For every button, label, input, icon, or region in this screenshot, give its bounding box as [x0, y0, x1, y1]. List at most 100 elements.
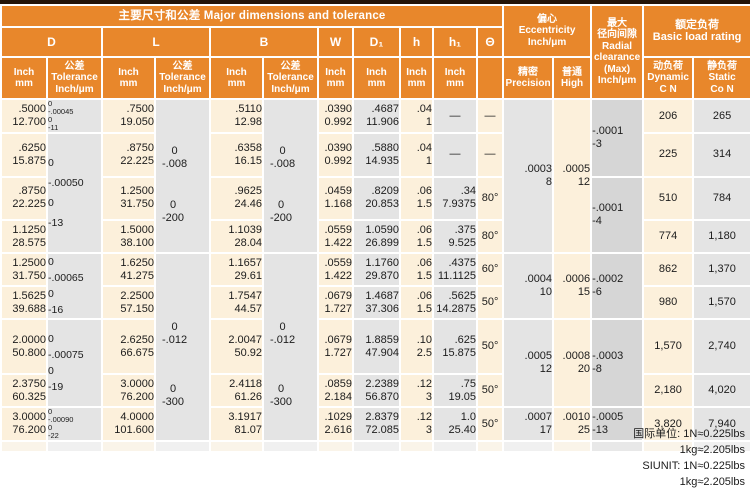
note-line: 国际单位: 1N≈0.225lbs [633, 428, 745, 440]
w-value: .0390 0.992 [317, 132, 354, 178]
unit-conversion-notes: 国际单位: 1N≈0.225lbs 1kg≈2.205lbs SIUNIT: 1… [633, 426, 745, 490]
d-value: .5000 12.700 [0, 98, 48, 134]
eccentricity-precision-value: .0007 17 [502, 406, 555, 442]
table-row: 1.1250 28.575 1.5000 38.100 1.1039 28.04… [0, 219, 750, 254]
table-row: 2.3750 60.325 3.0000 76.200 2.4118 61.26… [0, 373, 750, 408]
static-load-value: 4,020 [692, 373, 750, 408]
header-d1-inch-mm: Inch mm [352, 56, 401, 100]
spacer-row [0, 440, 750, 453]
eccentricity-high-value: .0008 20 [552, 318, 593, 408]
static-load-value: 784 [692, 175, 750, 221]
dynamic-load-value: 980 [642, 285, 695, 320]
static-load-value: 2,740 [692, 318, 750, 375]
header-eccentricity: 偏心 Eccentricity Inch/μm [502, 4, 593, 58]
theta-value: 80° [475, 175, 505, 221]
h-value: .04 1 [399, 132, 434, 178]
l-tolerance-inch: 0 -.012 [162, 321, 188, 346]
b-tolerance-inch: 0 -.008 [270, 145, 296, 170]
h-value: .06 1.5 [399, 252, 434, 287]
spacer-cell [209, 440, 264, 453]
d-tolerance: 0 -.00045 0 -11 [46, 98, 103, 134]
dynamic-load-value: 225 [642, 132, 695, 178]
theta-value: 80° [475, 219, 505, 254]
d-value: 1.1250 28.575 [0, 219, 48, 254]
spacer-cell [552, 440, 593, 453]
header-col-h: h [399, 26, 434, 58]
radial-clearance-value: -.0002 -6 [590, 252, 645, 320]
header-l-tolerance: 公差 Tolerance Inch/μm [154, 56, 211, 100]
header-row-3: Inch mm 公差 Tolerance Inch/μm Inch mm 公差 … [0, 56, 750, 100]
header-col-l: L [101, 26, 211, 58]
b-tolerance-um: 0 -200 [270, 199, 293, 224]
note-line: 1kg≈2.205lbs [679, 444, 745, 456]
eccentricity-precision-value: .0005 12 [502, 318, 555, 408]
header-basic-load-rating: 额定负荷 Basic load rating [642, 4, 750, 58]
b-value: 2.4118 61.26 [209, 373, 264, 408]
theta-value: 50° [475, 285, 505, 320]
l-tolerance-inch: 0 -.008 [162, 145, 188, 170]
dynamic-load-value: 774 [642, 219, 695, 254]
h1-value: .625 15.875 [432, 318, 478, 375]
static-load-value: 314 [692, 132, 750, 178]
header-row-1: 主要尺寸和公差 Major dimensions and tolerance 偏… [0, 4, 750, 100]
d-value: 2.3750 60.325 [0, 373, 48, 408]
dynamic-load-value: 510 [642, 175, 695, 221]
b-value: .9625 24.46 [209, 175, 264, 221]
d1-value: 1.8859 47.904 [352, 318, 401, 375]
l-value: 1.5000 38.100 [101, 219, 156, 254]
theta-value: — [475, 98, 505, 134]
b-tolerance-inch: 0 -.012 [270, 321, 296, 346]
static-load-value: 1,570 [692, 285, 750, 320]
theta-value: 50° [475, 373, 505, 408]
header-col-h1: h₁ [432, 26, 478, 58]
d1-value: 1.1760 29.870 [352, 252, 401, 287]
header-d-inch-mm: Inch mm [0, 56, 48, 100]
l-tolerance-um: 0 -300 [162, 383, 185, 408]
header-h1-inch-mm: Inch mm [432, 56, 478, 100]
d1-value: 2.8379 72.085 [352, 406, 401, 442]
d1-value: .8209 20.853 [352, 175, 401, 221]
spacer-cell [475, 440, 505, 453]
header-major-dimensions: 主要尺寸和公差 Major dimensions and tolerance [0, 4, 505, 28]
b-value: 1.1657 29.61 [209, 252, 264, 287]
l-tolerance: 0 -.012 0 -300 [154, 252, 211, 442]
spacer-cell [399, 440, 434, 453]
header-dynamic-load: 动负荷 Dynamic C N [642, 56, 695, 100]
l-value: 4.0000 101.600 [101, 406, 156, 442]
b-value: .5110 12.98 [209, 98, 264, 134]
w-value: .0679 1.727 [317, 318, 354, 375]
l-value: 1.6250 41.275 [101, 252, 156, 287]
h-value: .04 1 [399, 98, 434, 134]
header-b-tolerance: 公差 Tolerance Inch/μm [262, 56, 319, 100]
d-value: .8750 22.225 [0, 175, 48, 221]
l-value: .7500 19.050 [101, 98, 156, 134]
table-row: .8750 22.225 1.2500 31.750 .9625 24.46 .… [0, 175, 750, 254]
dynamic-load-value: 3,820 [642, 406, 695, 442]
static-load-value: 1,370 [692, 252, 750, 287]
header-col-d1: D₁ [352, 26, 401, 58]
d-tolerance: 0 -.00065 0 -16 [46, 252, 103, 320]
spacer-cell [642, 440, 695, 453]
d-tolerance: 0 -.00075 0 -19 [46, 318, 103, 408]
header-d-tolerance: 公差 Tolerance Inch/μm [46, 56, 103, 100]
table-row: 3.0000 76.200 0 -.00090 0 -22 4.0000 101… [0, 406, 750, 442]
header-w-inch-mm: Inch mm [317, 56, 354, 100]
d1-value: 1.0590 26.899 [352, 219, 401, 254]
table-row: 1.2500 31.750 0 -.00065 0 -16 1.6250 41.… [0, 252, 750, 442]
h1-value: — [432, 132, 478, 178]
d-value: 1.5625 39.688 [0, 285, 48, 320]
header-radial-clearance: 最大 径向间隙 Radial clearance (Max) Inch/μm [590, 4, 645, 100]
l-tolerance-um: 0 -200 [162, 199, 185, 224]
eccentricity-precision-value: .0004 10 [502, 252, 555, 320]
eccentricity-high-value: .0005 12 [552, 98, 593, 254]
b-value: 1.7547 44.57 [209, 285, 264, 320]
spacer-cell [46, 440, 103, 453]
d-tolerance: 0 -.00050 0 -13 [46, 132, 103, 254]
header-b-inch-mm: Inch mm [209, 56, 264, 100]
l-value: 1.2500 31.750 [101, 175, 156, 221]
d-tolerance: 0 -.00090 0 -22 [46, 406, 103, 442]
header-high: 普通 High [552, 56, 593, 100]
spacer-cell [590, 440, 645, 453]
theta-value: — [475, 132, 505, 178]
h1-value: .75 19.05 [432, 373, 478, 408]
